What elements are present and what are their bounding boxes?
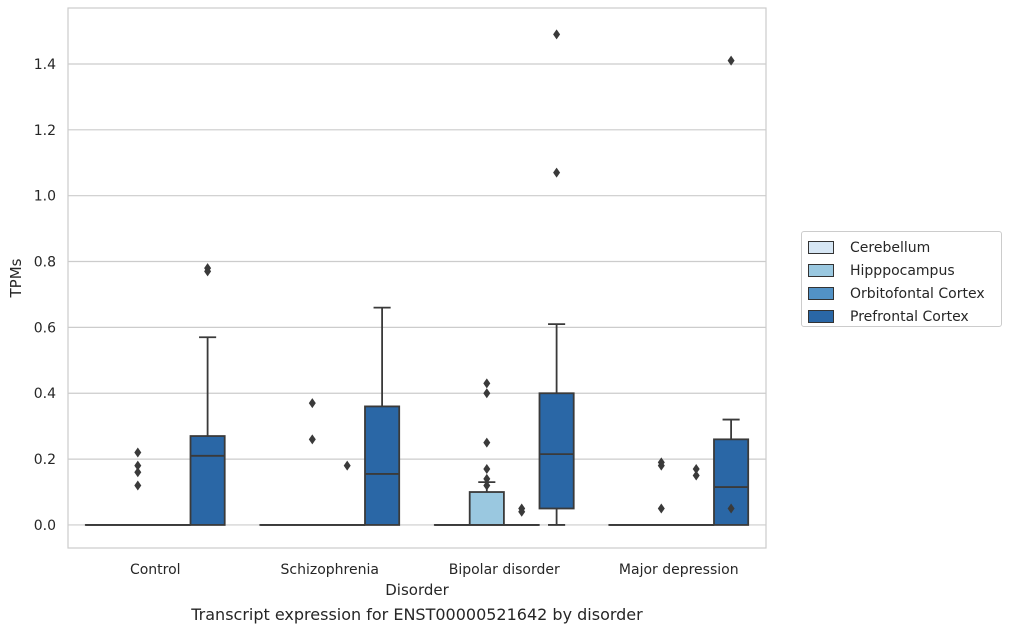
legend-item-cerebellum: Cerebellum bbox=[808, 236, 1001, 259]
legend-item-orbitofrontal-cortex: Orbitofontal Cortex bbox=[808, 282, 1001, 305]
x-tick-label-control: Control bbox=[130, 562, 181, 578]
legend-swatch-hippocampus bbox=[808, 264, 834, 277]
box-prefrontal-cortex-major-depression-outlier-1 bbox=[727, 55, 735, 66]
y-tick-label-1.0: 1.0 bbox=[34, 189, 56, 205]
box-hipppocampus-major-depression bbox=[643, 457, 680, 526]
box-hipppocampus-control-outlier-3 bbox=[134, 447, 142, 458]
box-prefrontal-cortex-control-body bbox=[189, 435, 226, 526]
legend-swatch-cerebellum bbox=[808, 241, 834, 254]
box-orbitofontal-cortex-major-depression-outlier-0 bbox=[692, 470, 700, 481]
x-tick-labels: Control Schizophrenia Bipolar disorder Majo… bbox=[130, 562, 739, 578]
box-orbitofontal-cortex-schizophrenia-outlier-0 bbox=[343, 460, 351, 471]
box-hipppocampus-control-outlier-2 bbox=[134, 460, 142, 471]
box-hipppocampus-schizophrenia-outlier-0 bbox=[308, 434, 316, 445]
box-hipppocampus-bipolar-disorder-outlier-1 bbox=[483, 473, 491, 484]
box-prefrontal-cortex-schizophrenia bbox=[364, 306, 401, 526]
box-orbitofontal-cortex-bipolar-disorder-outlier-1 bbox=[518, 503, 526, 514]
box-hipppocampus-schizophrenia-outlier-1 bbox=[308, 398, 316, 409]
box-hipppocampus-major-depression-outlier-0 bbox=[657, 503, 665, 514]
x-axis-label: Disorder bbox=[385, 581, 449, 599]
box-orbitofontal-cortex-major-depression-outlier-1 bbox=[692, 463, 700, 474]
box-hipppocampus-control-outlier-0 bbox=[134, 480, 142, 491]
box-hipppocampus-major-depression-outlier-2 bbox=[657, 457, 665, 468]
legend-label-prefrontal-cortex: Prefrontal Cortex bbox=[850, 308, 969, 325]
box-prefrontal-cortex-major-depression-outlier-0 bbox=[727, 503, 735, 514]
y-tick-label-0.2: 0.2 bbox=[34, 452, 56, 468]
box-orbitofontal-cortex-schizophrenia bbox=[329, 460, 366, 526]
boxes-layer bbox=[84, 29, 750, 526]
legend-swatch-orbitofrontal-cortex bbox=[808, 287, 834, 300]
y-tick-label-1.2: 1.2 bbox=[34, 123, 56, 139]
box-orbitofontal-cortex-bipolar-disorder bbox=[503, 503, 540, 526]
box-hipppocampus-control-outlier-1 bbox=[134, 467, 142, 478]
box-prefrontal-cortex-bipolar-disorder-outlier-1 bbox=[553, 29, 561, 40]
plot-area-frame bbox=[67, 7, 767, 549]
box-hipppocampus-bipolar-disorder-outlier-0 bbox=[483, 480, 491, 491]
y-axis-label: TPMs bbox=[7, 258, 25, 298]
legend-label-hippocampus: Hipppocampus bbox=[850, 262, 955, 279]
x-tick-label-major-depression: Major depression bbox=[619, 562, 739, 578]
y-tick-label-0.4: 0.4 bbox=[34, 386, 56, 402]
box-prefrontal-cortex-bipolar-disorder-outlier-0 bbox=[553, 167, 561, 178]
box-hipppocampus-bipolar-disorder bbox=[468, 378, 505, 526]
legend: Cerebellum Hipppocampus Orbitofontal Cor… bbox=[801, 231, 1002, 327]
x-tick-label-schizophrenia: Schizophrenia bbox=[281, 562, 379, 578]
legend-item-prefrontal-cortex: Prefrontal Cortex bbox=[808, 305, 1001, 328]
box-orbitofontal-cortex-major-depression bbox=[678, 463, 715, 526]
legend-swatch-prefrontal-cortex bbox=[808, 310, 834, 323]
box-prefrontal-cortex-bipolar-disorder-body bbox=[538, 392, 575, 510]
legend-item-hippocampus: Hipppocampus bbox=[808, 259, 1001, 282]
box-hipppocampus-bipolar-disorder-outlier-3 bbox=[483, 437, 491, 448]
y-tick-label-0.0: 0.0 bbox=[34, 518, 56, 534]
box-prefrontal-cortex-control-outlier-1 bbox=[204, 263, 212, 274]
plot-area-background bbox=[68, 8, 766, 548]
box-hipppocampus-bipolar-disorder-body bbox=[468, 491, 505, 526]
legend-label-cerebellum: Cerebellum bbox=[850, 239, 931, 256]
y-tick-label-0.6: 0.6 bbox=[34, 320, 56, 336]
box-prefrontal-cortex-bipolar-disorder bbox=[538, 29, 575, 526]
y-tick-label-1.4: 1.4 bbox=[34, 57, 56, 73]
box-hipppocampus-bipolar-disorder-outlier-4 bbox=[483, 388, 491, 399]
box-prefrontal-cortex-control bbox=[189, 263, 226, 526]
box-hipppocampus-control bbox=[119, 447, 156, 526]
y-tick-label-0.8: 0.8 bbox=[34, 255, 56, 271]
box-prefrontal-cortex-schizophrenia-body bbox=[364, 405, 401, 526]
legend-label-orbitofrontal-cortex: Orbitofontal Cortex bbox=[850, 285, 985, 302]
box-prefrontal-cortex-major-depression bbox=[713, 55, 750, 526]
box-hipppocampus-bipolar-disorder-outlier-5 bbox=[483, 378, 491, 389]
y-tick-labels: 0.0 0.2 0.4 0.6 0.8 1.0 1.2 1.4 bbox=[34, 57, 56, 534]
box-hipppocampus-bipolar-disorder-outlier-2 bbox=[483, 463, 491, 474]
chart-caption: Transcript expression for ENST0000052164… bbox=[191, 605, 643, 624]
x-tick-label-bipolar-disorder: Bipolar disorder bbox=[449, 562, 560, 578]
